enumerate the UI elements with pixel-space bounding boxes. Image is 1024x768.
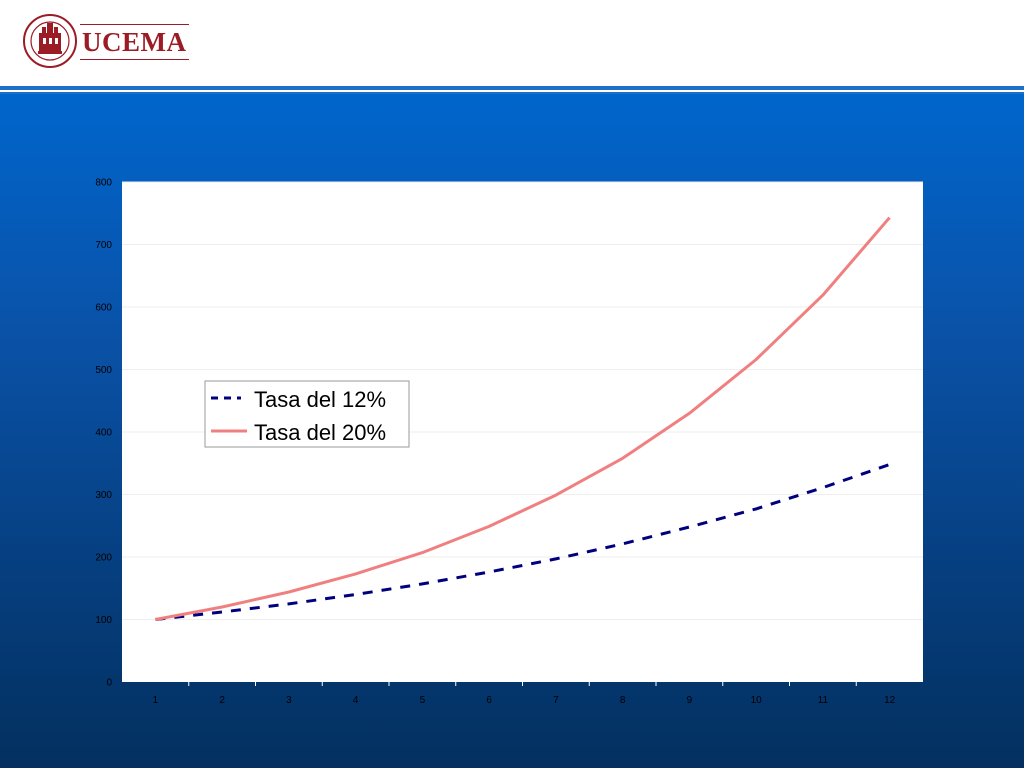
x-tick-label-7: 7 <box>553 695 559 706</box>
x-tick-label-6: 6 <box>486 695 492 706</box>
ucema-wordmark: UCEMA <box>80 24 189 60</box>
header-rule-thick <box>0 86 1024 90</box>
y-axis-tick-labels: 0 100 200 300 400 500 600 700 800 <box>95 178 112 689</box>
slide-header: UCEMA <box>0 0 1024 86</box>
header-rule-thin <box>0 92 1024 94</box>
y-tick-label-700: 700 <box>95 240 112 251</box>
x-tick-label-4: 4 <box>353 695 359 706</box>
y-tick-label-100: 100 <box>95 615 112 626</box>
y-tick-label-500: 500 <box>95 365 112 376</box>
legend-label-tasa-12: Tasa del 12% <box>254 387 386 412</box>
series-line-tasa-20 <box>155 216 891 621</box>
chart-legend: Tasa del 12% Tasa del 20% <box>204 380 410 448</box>
x-tick-label-8: 8 <box>620 695 626 706</box>
y-tick-label-0: 0 <box>106 678 112 689</box>
x-tick-label-1: 1 <box>153 695 159 706</box>
x-tick-label-9: 9 <box>687 695 693 706</box>
university-seal-logo <box>23 14 77 68</box>
x-tick-label-11: 11 <box>818 695 829 706</box>
y-tick-label-300: 300 <box>95 490 112 501</box>
series-lines <box>155 216 891 621</box>
series-line-tasa-12 <box>155 463 891 621</box>
x-tick-label-2: 2 <box>219 695 225 706</box>
legend-box <box>204 380 410 448</box>
x-tick-label-5: 5 <box>420 695 426 706</box>
x-tick-label-10: 10 <box>751 695 763 706</box>
x-tick-label-12: 12 <box>884 695 896 706</box>
legend-label-tasa-20: Tasa del 20% <box>254 420 386 445</box>
y-tick-label-200: 200 <box>95 553 112 564</box>
x-tick-label-3: 3 <box>286 695 292 706</box>
y-tick-label-800: 800 <box>95 178 112 189</box>
y-tick-label-600: 600 <box>95 303 112 314</box>
x-axis-tick-labels: 1 2 3 4 5 6 7 8 9 10 11 12 <box>153 682 896 706</box>
y-tick-label-400: 400 <box>95 428 112 439</box>
